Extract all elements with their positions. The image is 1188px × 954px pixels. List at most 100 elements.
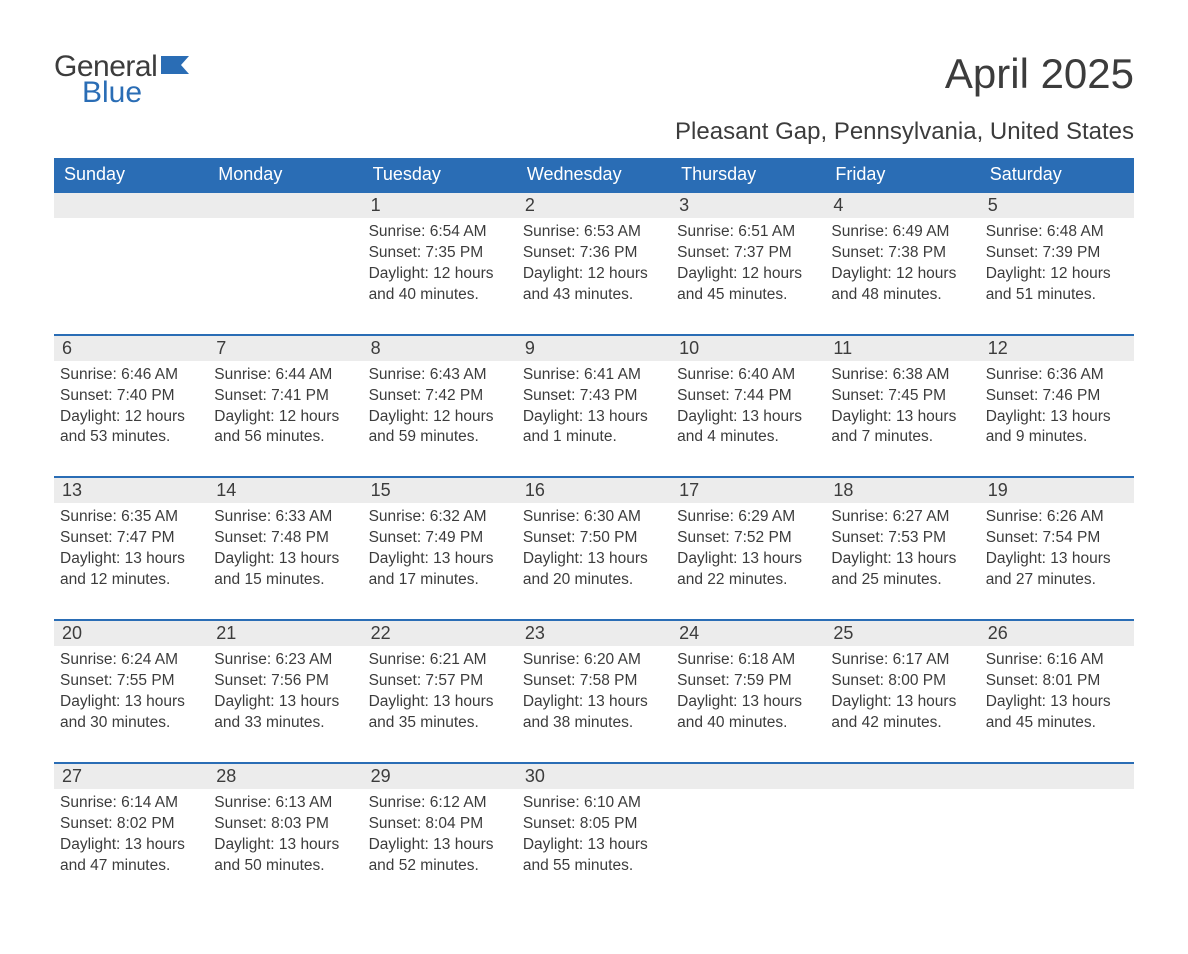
sunset-text: Sunset: 7:57 PM (369, 671, 511, 692)
daylight-text: Daylight: 13 hours and 38 minutes. (523, 692, 665, 734)
day-cell: Sunrise: 6:49 AMSunset: 7:38 PMDaylight:… (825, 218, 979, 335)
daylight-text: Daylight: 13 hours and 17 minutes. (369, 549, 511, 591)
col-sunday: Sunday (54, 158, 208, 193)
day-cell: Sunrise: 6:53 AMSunset: 7:36 PMDaylight:… (517, 218, 671, 335)
day-number: 19 (980, 478, 1134, 503)
daylight-text: Daylight: 13 hours and 1 minute. (523, 407, 665, 449)
day-number: 21 (208, 621, 362, 646)
sunset-text: Sunset: 7:50 PM (523, 528, 665, 549)
daylight-text: Daylight: 12 hours and 45 minutes. (677, 264, 819, 306)
day-cell-blank (825, 789, 979, 905)
sunrise-text: Sunrise: 6:54 AM (369, 222, 511, 243)
day-cell: Sunrise: 6:36 AMSunset: 7:46 PMDaylight:… (980, 361, 1134, 478)
daylight-text: Daylight: 13 hours and 4 minutes. (677, 407, 819, 449)
sunrise-text: Sunrise: 6:20 AM (523, 650, 665, 671)
sunset-text: Sunset: 7:52 PM (677, 528, 819, 549)
sunrise-text: Sunrise: 6:21 AM (369, 650, 511, 671)
day-number: 9 (517, 336, 671, 361)
day-cell-blank (671, 789, 825, 905)
day-number: 5 (980, 193, 1134, 218)
sunset-text: Sunset: 7:58 PM (523, 671, 665, 692)
sunset-text: Sunset: 7:47 PM (60, 528, 202, 549)
sunrise-text: Sunrise: 6:36 AM (986, 365, 1128, 386)
daylight-text: Daylight: 13 hours and 50 minutes. (214, 835, 356, 877)
day-number: 26 (980, 621, 1134, 646)
sunset-text: Sunset: 7:54 PM (986, 528, 1128, 549)
daylight-text: Daylight: 13 hours and 47 minutes. (60, 835, 202, 877)
sunset-text: Sunset: 7:56 PM (214, 671, 356, 692)
day-cell: Sunrise: 6:41 AMSunset: 7:43 PMDaylight:… (517, 361, 671, 478)
day-number: 11 (825, 336, 979, 361)
daylight-text: Daylight: 13 hours and 33 minutes. (214, 692, 356, 734)
sunrise-text: Sunrise: 6:48 AM (986, 222, 1128, 243)
day-cell: Sunrise: 6:48 AMSunset: 7:39 PMDaylight:… (980, 218, 1134, 335)
day-cell: Sunrise: 6:33 AMSunset: 7:48 PMDaylight:… (208, 503, 362, 620)
day-cell: Sunrise: 6:54 AMSunset: 7:35 PMDaylight:… (363, 218, 517, 335)
sunrise-text: Sunrise: 6:12 AM (369, 793, 511, 814)
day-number: 1 (363, 193, 517, 218)
sunset-text: Sunset: 7:37 PM (677, 243, 819, 264)
col-monday: Monday (208, 158, 362, 193)
day-number: 3 (671, 193, 825, 218)
day-cell: Sunrise: 6:43 AMSunset: 7:42 PMDaylight:… (363, 361, 517, 478)
day-cell: Sunrise: 6:13 AMSunset: 8:03 PMDaylight:… (208, 789, 362, 905)
day-number: 27 (54, 764, 208, 789)
sunset-text: Sunset: 8:04 PM (369, 814, 511, 835)
day-number: 13 (54, 478, 208, 503)
day-number: 30 (517, 764, 671, 789)
daylight-text: Daylight: 12 hours and 51 minutes. (986, 264, 1128, 306)
calendar-table: Sunday Monday Tuesday Wednesday Thursday… (54, 158, 1134, 904)
sunrise-text: Sunrise: 6:32 AM (369, 507, 511, 528)
day-content-row: Sunrise: 6:24 AMSunset: 7:55 PMDaylight:… (54, 646, 1134, 763)
sunset-text: Sunset: 7:38 PM (831, 243, 973, 264)
day-cell-blank (980, 789, 1134, 905)
day-number: 20 (54, 621, 208, 646)
daylight-text: Daylight: 13 hours and 30 minutes. (60, 692, 202, 734)
day-cell: Sunrise: 6:40 AMSunset: 7:44 PMDaylight:… (671, 361, 825, 478)
header-row: General Blue April 2025 (54, 50, 1134, 110)
sunrise-text: Sunrise: 6:14 AM (60, 793, 202, 814)
day-number: 14 (208, 478, 362, 503)
day-content-row: Sunrise: 6:35 AMSunset: 7:47 PMDaylight:… (54, 503, 1134, 620)
daylight-text: Daylight: 12 hours and 53 minutes. (60, 407, 202, 449)
day-cell: Sunrise: 6:14 AMSunset: 8:02 PMDaylight:… (54, 789, 208, 905)
sunset-text: Sunset: 7:35 PM (369, 243, 511, 264)
daylight-text: Daylight: 13 hours and 12 minutes. (60, 549, 202, 591)
day-cell: Sunrise: 6:18 AMSunset: 7:59 PMDaylight:… (671, 646, 825, 763)
daylight-text: Daylight: 13 hours and 9 minutes. (986, 407, 1128, 449)
day-cell: Sunrise: 6:24 AMSunset: 7:55 PMDaylight:… (54, 646, 208, 763)
day-number-row: 12345 (54, 193, 1134, 218)
sunrise-text: Sunrise: 6:35 AM (60, 507, 202, 528)
day-cell: Sunrise: 6:17 AMSunset: 8:00 PMDaylight:… (825, 646, 979, 763)
daylight-text: Daylight: 12 hours and 59 minutes. (369, 407, 511, 449)
sunset-text: Sunset: 7:39 PM (986, 243, 1128, 264)
sunrise-text: Sunrise: 6:49 AM (831, 222, 973, 243)
day-number-row: 6789101112 (54, 336, 1134, 361)
daylight-text: Daylight: 13 hours and 40 minutes. (677, 692, 819, 734)
sunrise-text: Sunrise: 6:53 AM (523, 222, 665, 243)
day-number: 18 (825, 478, 979, 503)
sunrise-text: Sunrise: 6:29 AM (677, 507, 819, 528)
sunrise-text: Sunrise: 6:24 AM (60, 650, 202, 671)
sunrise-text: Sunrise: 6:13 AM (214, 793, 356, 814)
day-number-row: 13141516171819 (54, 478, 1134, 503)
sunrise-text: Sunrise: 6:16 AM (986, 650, 1128, 671)
sunrise-text: Sunrise: 6:10 AM (523, 793, 665, 814)
day-number: 16 (517, 478, 671, 503)
day-number: 22 (363, 621, 517, 646)
day-cell-blank (54, 218, 208, 335)
sunset-text: Sunset: 7:49 PM (369, 528, 511, 549)
sunset-text: Sunset: 7:42 PM (369, 386, 511, 407)
day-number: 15 (363, 478, 517, 503)
sunrise-text: Sunrise: 6:18 AM (677, 650, 819, 671)
day-cell-blank (208, 218, 362, 335)
sunset-text: Sunset: 8:03 PM (214, 814, 356, 835)
daylight-text: Daylight: 13 hours and 52 minutes. (369, 835, 511, 877)
day-number-blank (54, 193, 208, 218)
day-number: 6 (54, 336, 208, 361)
day-cell: Sunrise: 6:35 AMSunset: 7:47 PMDaylight:… (54, 503, 208, 620)
day-cell: Sunrise: 6:10 AMSunset: 8:05 PMDaylight:… (517, 789, 671, 905)
daylight-text: Daylight: 13 hours and 25 minutes. (831, 549, 973, 591)
sunrise-text: Sunrise: 6:33 AM (214, 507, 356, 528)
col-tuesday: Tuesday (363, 158, 517, 193)
